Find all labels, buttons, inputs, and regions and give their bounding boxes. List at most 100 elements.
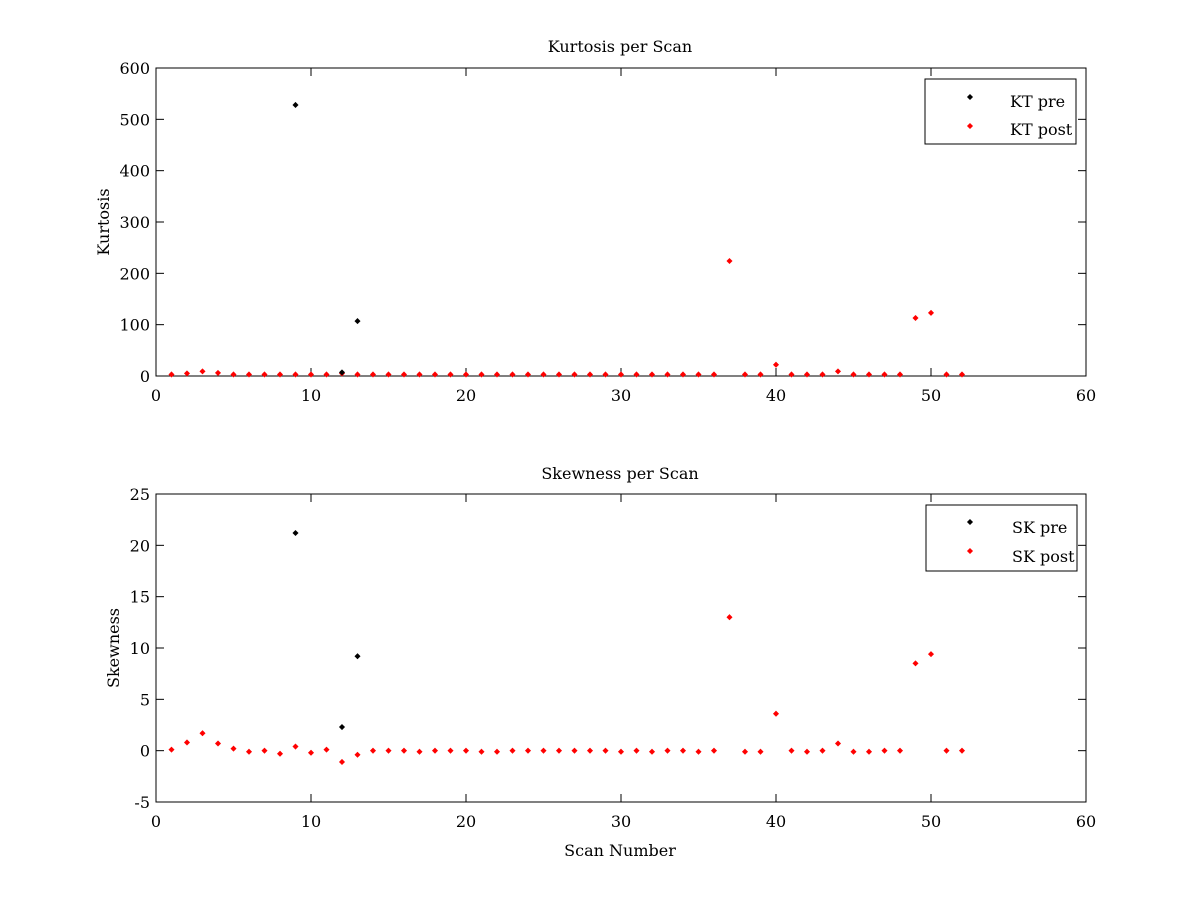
kt-post-point: [524, 371, 532, 378]
sk-post-point: [183, 739, 191, 746]
sk-post-point: [214, 740, 222, 747]
sk-post-point: [648, 748, 656, 755]
sk-post-point: [276, 750, 284, 757]
kurtosis-subplot: Kurtosis per Scan Kurtosis 0 10 20 30 40 50 60…: [94, 37, 1096, 405]
kurtosis-x-tick-label: 40: [766, 386, 786, 405]
sk-post-point: [540, 747, 547, 754]
kt-post-point: [757, 371, 764, 378]
sk-post-point: [447, 747, 454, 754]
kurtosis-y-tick-label: 300: [119, 213, 150, 232]
sk-pre-point: [292, 529, 299, 537]
sk-post-point: [819, 747, 826, 754]
sk-post-point: [865, 748, 873, 755]
kurtosis-x-tick-label: 0: [151, 386, 161, 405]
sk-post-point: [679, 747, 687, 754]
sk-post-point: [571, 747, 578, 754]
kurtosis-x-tick-label: 10: [301, 386, 321, 405]
kt-post-point: [664, 371, 671, 378]
kurtosis-y-tick-label: 0: [140, 367, 150, 386]
kt-post-point: [834, 368, 842, 375]
sk-post-point: [323, 746, 330, 753]
legend-marker-sk-post: [966, 547, 974, 555]
kt-post-point: [540, 371, 547, 378]
kt-post-point: [509, 371, 516, 378]
sk-post-point: [354, 751, 361, 758]
legend-label-kt-pre: KT pre: [1010, 92, 1065, 111]
kurtosis-y-axis-label: Kurtosis: [94, 188, 113, 255]
legend-label-sk-pre: SK pre: [1012, 518, 1067, 537]
kt-post-legend-symbol: [966, 122, 974, 130]
sk-post-point: [958, 747, 966, 754]
kt-post-point: [416, 371, 423, 378]
kt-post-point: [617, 371, 625, 378]
kt-post-point: [819, 371, 826, 378]
sk-post-point: [230, 745, 237, 752]
skewness-chart-title: Skewness per Scan: [541, 464, 698, 483]
kt-post-point: [245, 371, 253, 378]
kt-post-point: [307, 371, 315, 378]
kurtosis-chart-title: Kurtosis per Scan: [548, 37, 692, 56]
kt-post-point: [602, 371, 609, 378]
kurtosis-y-tick-label: 400: [119, 162, 150, 181]
sk-post-point: [400, 747, 408, 754]
kurtosis-points: [168, 101, 966, 378]
skewness-x-tick-label: 30: [611, 812, 631, 831]
kt-pre-legend-symbol: [966, 93, 974, 101]
kt-post-point: [478, 371, 485, 378]
skewness-x-tick-label: 40: [766, 812, 786, 831]
sk-post-point: [478, 748, 485, 755]
sk-post-point: [726, 614, 733, 621]
kt-post-point: [168, 371, 175, 378]
sk-post-point: [927, 651, 935, 658]
sk-post-point: [881, 747, 888, 754]
kt-post-point: [354, 371, 361, 378]
kt-post-point: [912, 314, 919, 322]
kt-post-point: [571, 371, 578, 378]
kt-post-point: [462, 371, 470, 378]
kurtosis-x-tick-label: 20: [456, 386, 476, 405]
kt-pre-point: [292, 101, 299, 108]
kt-post-point: [679, 371, 687, 378]
kt-post-point: [695, 371, 702, 378]
skewness-y-tick-label: 20: [130, 536, 150, 555]
kt-post-point: [586, 371, 594, 378]
skewness-x-tick-label: 50: [921, 812, 941, 831]
sk-post-point: [741, 748, 749, 755]
kt-post-point: [788, 371, 795, 378]
sk-post-point: [292, 743, 299, 750]
skewness-y-tick-label: 0: [140, 742, 150, 761]
kt-post-point: [633, 371, 640, 378]
kt-post-point: [230, 371, 237, 378]
kurtosis-x-tick-label: 60: [1076, 386, 1096, 405]
skewness-y-tick-label: 10: [130, 639, 150, 658]
sk-post-point: [695, 748, 702, 755]
skewness-x-tick-label: 20: [456, 812, 476, 831]
legend-label-sk-post: SK post: [1012, 547, 1075, 566]
sk-post-point: [617, 748, 625, 755]
kurtosis-y-tick-label: 500: [119, 110, 150, 129]
sk-post-point: [385, 747, 392, 754]
legend-marker-kt-post: [966, 122, 974, 130]
kt-post-point: [710, 371, 718, 378]
skewness-y-tick-label: -5: [134, 793, 150, 812]
skewness-y-tick-label: 15: [130, 588, 150, 607]
skewness-y-axis-label: Skewness: [104, 608, 123, 688]
kurtosis-legend-box: [924, 78, 1077, 145]
kt-post-point: [292, 371, 299, 378]
kt-post-point: [276, 371, 284, 378]
skewness-legend: SK pre SK post: [925, 504, 1078, 572]
kt-pre-point: [354, 318, 361, 325]
sk-pre-point: [354, 653, 361, 660]
kt-post-point: [431, 371, 439, 378]
kt-post-point: [493, 371, 501, 378]
kt-post-point: [803, 371, 811, 378]
sk-post-point: [168, 746, 175, 753]
sk-post-point: [896, 747, 904, 754]
kt-post-point: [881, 371, 888, 378]
kt-post-point: [261, 371, 268, 378]
legend-marker-sk-pre: [966, 518, 974, 526]
kt-post-point: [385, 371, 392, 378]
kt-post-point: [447, 371, 454, 378]
